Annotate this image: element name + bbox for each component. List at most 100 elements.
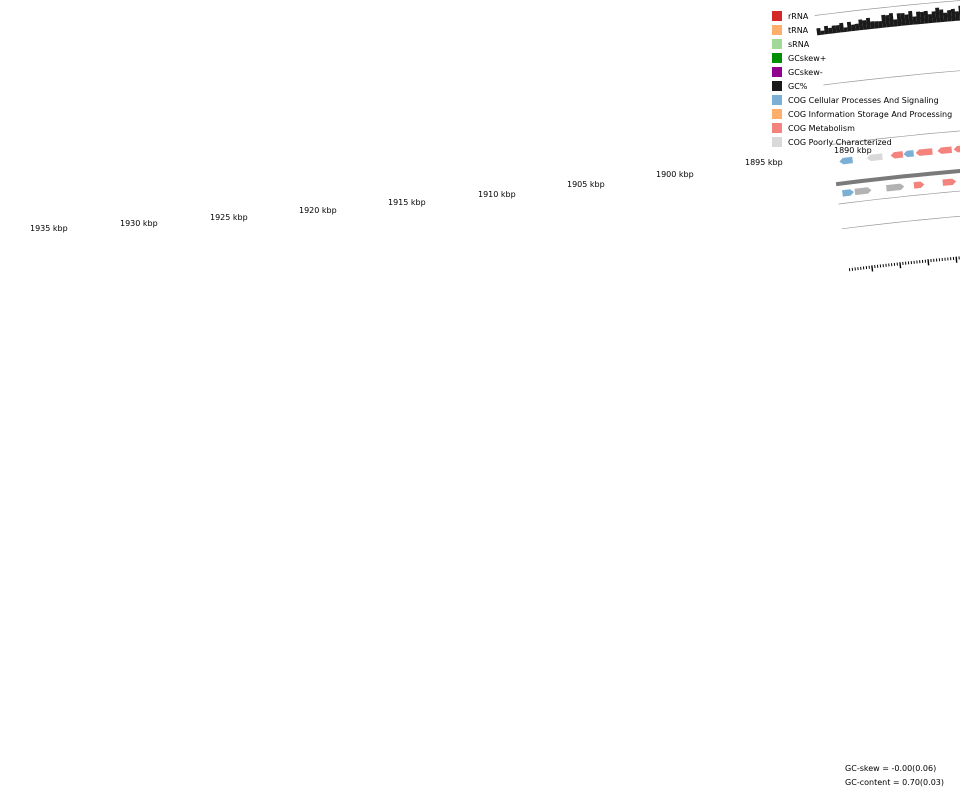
legend-item-rrna: rRNA <box>772 9 952 23</box>
gc-content-bar <box>954 11 960 21</box>
gc-content-stat: GC-content = 0.70(0.03) <box>845 778 944 787</box>
legend-item-gcskew-neg: GCskew- <box>772 65 952 79</box>
gc-content-bar <box>904 14 910 26</box>
track-ring <box>841 215 960 230</box>
gc-content-bar <box>939 9 945 23</box>
tick-mark <box>955 256 958 263</box>
cds-reverse <box>913 181 925 189</box>
legend-swatch <box>772 137 782 147</box>
cds-reverse <box>886 183 905 192</box>
gc-content-bar <box>870 21 875 30</box>
tick-mark <box>871 265 874 272</box>
gc-content-bar <box>816 27 822 36</box>
gc-content-bar <box>846 21 852 32</box>
legend-swatch <box>772 95 782 105</box>
cds-forward <box>839 156 853 165</box>
legend-swatch <box>772 109 782 119</box>
genome-stats: GC-skew = -0.00(0.06) GC-content = 0.70(… <box>845 762 944 790</box>
track-ring <box>814 0 960 16</box>
legend-swatch <box>772 67 782 77</box>
cds-features <box>839 145 960 197</box>
gc-content-bar <box>912 16 918 25</box>
legend-item-cog-poorly: COG Poorly Characterized <box>772 135 952 149</box>
gc-content-bar <box>908 10 914 26</box>
legend-item-cog-metabolism: COG Metabolism <box>772 121 952 135</box>
legend-swatch <box>772 25 782 35</box>
kbp-label: 1930 kbp <box>120 219 158 228</box>
gc-content-bar <box>916 11 922 25</box>
cds-reverse <box>854 187 872 196</box>
legend-label: COG Cellular Processes And Signaling <box>788 95 939 105</box>
legend-label: tRNA <box>788 25 809 35</box>
cds-reverse <box>842 189 854 197</box>
gc-content-bar <box>874 21 879 29</box>
kbp-label: 1890 kbp <box>834 146 872 155</box>
legend-label: GCskew- <box>788 67 823 77</box>
legend-swatch <box>772 11 782 21</box>
gc-content-bar <box>828 27 833 34</box>
kbp-label: 1895 kbp <box>745 158 783 167</box>
legend-swatch <box>772 39 782 49</box>
position-ticks <box>848 256 960 272</box>
cds-forward <box>953 145 960 153</box>
cds-forward <box>890 151 904 159</box>
gc-content-bar <box>820 30 825 35</box>
tick-mark <box>899 262 902 269</box>
gc-content-bar <box>851 24 856 32</box>
legend-item-cog-information: COG Information Storage And Processing <box>772 107 952 121</box>
kbp-label: 1920 kbp <box>299 206 337 215</box>
legend-swatch <box>772 123 782 133</box>
gc-content-bar <box>839 22 845 33</box>
legend-label: COG Information Storage And Processing <box>788 109 953 119</box>
kbp-label: 1915 kbp <box>388 198 426 207</box>
legend-label: rRNA <box>788 11 809 21</box>
cds-forward <box>915 148 933 156</box>
legend-label: COG Poorly Characterized <box>788 137 892 147</box>
gc-content-bar <box>877 20 883 29</box>
kbp-label: 1925 kbp <box>210 213 248 222</box>
legend-label: GCskew+ <box>788 53 827 63</box>
gc-content-bar <box>931 11 937 23</box>
cds-forward <box>903 150 914 158</box>
gc-skew-stat: GC-skew = -0.00(0.06) <box>845 764 937 773</box>
legend-swatch <box>772 81 782 91</box>
gc-content-bar <box>923 10 929 24</box>
gc-content-bar <box>854 23 860 31</box>
gc-content-bar <box>919 11 925 24</box>
legend-swatch <box>772 53 782 63</box>
cds-reverse <box>942 178 957 186</box>
legend-item-gcskew-pos: GCskew+ <box>772 51 952 65</box>
cds-forward <box>937 146 953 154</box>
gc-content-bar <box>943 12 948 22</box>
gc-content-bar <box>893 19 898 27</box>
position-labels: 1935 kbp 1930 kbp 1925 kbp 1920 kbp 1915… <box>30 146 872 233</box>
legend-label: GC% <box>788 81 808 91</box>
legend-item-trna: tRNA <box>772 23 952 37</box>
gc-content-bar <box>858 19 864 31</box>
kbp-label: 1935 kbp <box>30 224 68 233</box>
legend-label: sRNA <box>788 39 810 49</box>
gc-content-bar <box>888 12 895 27</box>
legend-item-srna: sRNA <box>772 37 952 51</box>
gc-content-bar <box>885 15 891 28</box>
gc-content-bar <box>947 9 952 22</box>
gc-content-bar <box>881 14 887 28</box>
tick-mark <box>927 259 930 266</box>
gc-content-bar <box>896 13 902 27</box>
legend: rRNA tRNA sRNA GCskew+ GCskew- GC% COG C… <box>772 9 952 149</box>
legend-item-gc-percent: GC% <box>772 79 952 93</box>
gc-content-bar <box>823 25 829 35</box>
gc-content-bar <box>927 14 933 24</box>
legend-label: COG Metabolism <box>788 123 855 133</box>
kbp-label: 1905 kbp <box>567 180 605 189</box>
gc-content-track <box>816 5 960 36</box>
gc-content-bar <box>865 17 872 30</box>
gc-content-bar <box>862 20 868 30</box>
kbp-label: 1910 kbp <box>478 190 516 199</box>
gc-content-bar <box>843 27 848 33</box>
gc-content-bar <box>950 8 956 22</box>
gc-content-bar <box>835 25 841 33</box>
gc-content-bar <box>900 12 906 26</box>
gc-content-bar <box>831 25 837 34</box>
